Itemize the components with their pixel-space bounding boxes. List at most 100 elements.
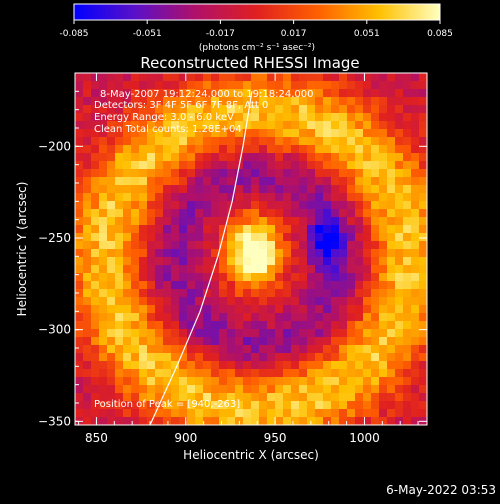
heatmap-cell [403, 201, 412, 210]
heatmap-cell [363, 361, 372, 370]
heatmap-cell [179, 185, 188, 194]
heatmap-cell [139, 113, 148, 122]
heatmap-cell [107, 113, 116, 122]
heatmap-cell [347, 385, 356, 394]
heatmap-cell [195, 305, 204, 314]
heatmap-cell [251, 161, 260, 170]
heatmap-cell [99, 153, 108, 162]
heatmap-cell [379, 385, 388, 394]
heatmap-cell [107, 265, 116, 274]
heatmap-cell [347, 241, 356, 250]
heatmap-cell [347, 113, 356, 122]
heatmap-cell [363, 241, 372, 250]
heatmap-cell [315, 89, 324, 98]
heatmap-cell [403, 225, 412, 234]
plot-title: Reconstructed RHESSI Image [140, 54, 359, 72]
heatmap-cell [203, 273, 212, 282]
heatmap-cell [267, 153, 276, 162]
heatmap-cell [299, 233, 308, 242]
heatmap-cell [419, 121, 428, 130]
heatmap-cell [203, 289, 212, 298]
heatmap-cell [267, 321, 276, 330]
heatmap-cell [91, 313, 100, 322]
heatmap-cell [91, 257, 100, 266]
heatmap-cell [243, 169, 252, 178]
heatmap-cell [251, 97, 260, 106]
heatmap-cell [291, 73, 300, 82]
heatmap-cell [275, 329, 284, 338]
heatmap-cell [139, 385, 148, 394]
heatmap-cell [163, 353, 172, 362]
heatmap-cell [275, 273, 284, 282]
heatmap-cell [307, 145, 316, 154]
heatmap-cell [355, 409, 364, 418]
heatmap-cell [243, 361, 252, 370]
heatmap-cell [211, 409, 220, 418]
heatmap-cell [267, 105, 276, 114]
heatmap-cell [387, 369, 396, 378]
heatmap-cell [315, 417, 324, 426]
heatmap-cell [411, 145, 420, 154]
heatmap-cell [299, 217, 308, 226]
heatmap-cell [403, 137, 412, 146]
heatmap-cell [315, 177, 324, 186]
heatmap-cell [347, 377, 356, 386]
heatmap-cell [83, 417, 92, 426]
heatmap-cell [291, 201, 300, 210]
heatmap-cell [171, 209, 180, 218]
heatmap-cell [179, 89, 188, 98]
heatmap-cell [171, 313, 180, 322]
heatmap-cell [115, 193, 124, 202]
heatmap-cell [283, 201, 292, 210]
heatmap-cell [91, 241, 100, 250]
heatmap-cell [211, 273, 220, 282]
heatmap-cell [187, 289, 196, 298]
heatmap-cell [371, 209, 380, 218]
heatmap-cell [163, 113, 172, 122]
heatmap-cell [347, 185, 356, 194]
heatmap-cell [291, 209, 300, 218]
heatmap-cell [251, 409, 260, 418]
heatmap-cell [331, 353, 340, 362]
heatmap-cell [347, 281, 356, 290]
heatmap-cell [219, 177, 228, 186]
heatmap-cell [235, 113, 244, 122]
heatmap-cell [259, 121, 268, 130]
heatmap-cell [299, 137, 308, 146]
heatmap-cell [131, 73, 140, 82]
heatmap-cell [331, 73, 340, 82]
heatmap-cell [187, 305, 196, 314]
heatmap-cell [411, 257, 420, 266]
heatmap-cell [291, 217, 300, 226]
heatmap-cell [259, 97, 268, 106]
heatmap-cell [235, 305, 244, 314]
heatmap-cell [419, 145, 428, 154]
heatmap-cell [331, 273, 340, 282]
heatmap-cell [75, 209, 84, 218]
heatmap-cell [371, 201, 380, 210]
heatmap-cell [379, 265, 388, 274]
heatmap-cell [139, 345, 148, 354]
heatmap-cell [155, 225, 164, 234]
heatmap-cell [179, 281, 188, 290]
heatmap-cell [155, 97, 164, 106]
heatmap-cell [411, 385, 420, 394]
heatmap-cell [307, 177, 316, 186]
heatmap-cell [259, 393, 268, 402]
heatmap-cell [307, 249, 316, 258]
heatmap-cell [219, 297, 228, 306]
heatmap-cell [83, 185, 92, 194]
heatmap-cell [323, 257, 332, 266]
heatmap-cell [379, 273, 388, 282]
heatmap-cell [75, 97, 84, 106]
heatmap-cell [91, 81, 100, 90]
heatmap-cell [379, 129, 388, 138]
heatmap-cell [251, 177, 260, 186]
heatmap-cell [275, 89, 284, 98]
heatmap-cell [235, 273, 244, 282]
heatmap-cell [171, 233, 180, 242]
heatmap-cell [403, 337, 412, 346]
heatmap-cell [307, 313, 316, 322]
heatmap-cell [235, 281, 244, 290]
heatmap-cell [387, 297, 396, 306]
